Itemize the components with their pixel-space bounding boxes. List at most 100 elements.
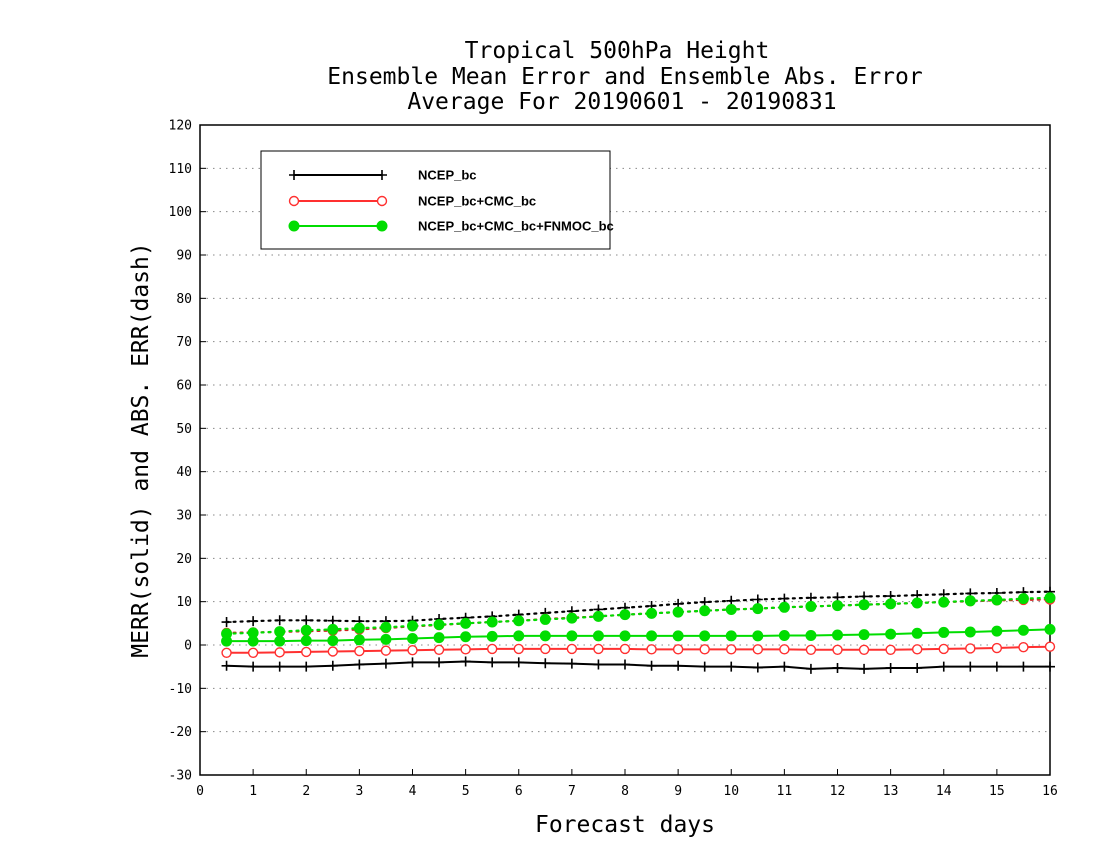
abs-err-point xyxy=(858,599,870,611)
merr-point xyxy=(805,663,816,674)
merr-point xyxy=(726,644,737,655)
merr-point xyxy=(752,662,763,673)
merr-point xyxy=(832,629,843,641)
abs-err-point xyxy=(752,594,763,605)
abs-err-point xyxy=(460,617,472,629)
x-tick-label: 6 xyxy=(515,784,523,799)
merr-point xyxy=(619,630,631,642)
merr-point xyxy=(964,626,976,638)
abs-err-point xyxy=(407,620,418,632)
abs-err-point xyxy=(725,603,737,615)
abs-err-line xyxy=(225,598,1052,634)
merr-point xyxy=(274,635,286,647)
series-lines xyxy=(221,586,1056,674)
y-tick-label: 60 xyxy=(176,379,192,394)
merr-point xyxy=(672,630,684,642)
y-tick-label: 10 xyxy=(176,595,192,610)
merr-point xyxy=(619,643,631,655)
abs-err-point xyxy=(592,610,604,622)
merr-point xyxy=(726,661,737,672)
merr-point xyxy=(566,630,578,642)
merr-point xyxy=(274,647,285,658)
y-tick-label: 110 xyxy=(169,162,192,177)
x-tick-label: 5 xyxy=(462,784,470,799)
merr-point xyxy=(885,628,897,640)
y-tick-label: 30 xyxy=(176,509,192,524)
merr-point xyxy=(380,658,391,669)
abs-err-point xyxy=(885,598,897,610)
merr-point xyxy=(832,662,843,673)
merr-point xyxy=(407,633,418,644)
abs-err-point xyxy=(486,616,498,628)
merr-point xyxy=(779,661,790,672)
merr-point xyxy=(965,643,976,654)
x-tick-label: 13 xyxy=(883,784,899,799)
x-tick-label: 9 xyxy=(674,784,682,799)
merr-point xyxy=(486,630,498,642)
merr-point xyxy=(513,630,525,642)
merr-point xyxy=(699,630,711,642)
merr-point xyxy=(540,643,551,655)
merr-point xyxy=(327,635,339,647)
merr-point xyxy=(991,625,1003,637)
merr-point xyxy=(1018,641,1029,653)
abs-err-point xyxy=(938,596,950,608)
abs-err-point xyxy=(991,594,1003,606)
merr-point xyxy=(274,661,285,672)
merr-point xyxy=(327,646,339,657)
merr-point xyxy=(1018,661,1029,672)
merr-point xyxy=(354,645,365,657)
merr-point xyxy=(779,644,790,655)
merr-point xyxy=(327,660,338,671)
abs-err-point xyxy=(248,616,259,627)
title-line-1: Tropical 500hPa Height xyxy=(465,38,770,64)
y-tick-label: 70 xyxy=(176,335,192,350)
merr-point xyxy=(592,630,604,642)
x-tick-label: 15 xyxy=(989,784,1005,799)
abs-err-point xyxy=(539,613,551,625)
merr-point xyxy=(247,635,259,647)
merr-point xyxy=(380,633,392,645)
merr-point xyxy=(699,644,710,655)
x-tick-label: 2 xyxy=(302,784,310,799)
y-tick-label: 100 xyxy=(169,205,192,220)
y-tick-label: 20 xyxy=(176,552,192,567)
merr-point xyxy=(433,644,445,655)
merr-point xyxy=(991,661,1002,672)
y-tick-label: -10 xyxy=(169,682,192,697)
abs-err-point xyxy=(646,607,658,619)
x-tick-label: 0 xyxy=(196,784,204,799)
merr-point xyxy=(673,660,684,671)
abs-err-line xyxy=(225,590,1052,624)
series-2 xyxy=(221,592,1056,647)
merr-point xyxy=(460,656,471,667)
y-tick-label: 50 xyxy=(176,422,192,437)
merr-point xyxy=(353,634,365,646)
merr-point xyxy=(301,646,312,658)
y-tick-label: 40 xyxy=(176,465,192,480)
x-tick-label: 4 xyxy=(409,784,417,799)
legend-marker xyxy=(377,170,387,180)
merr-point xyxy=(513,657,524,668)
merr-point xyxy=(380,645,392,656)
merr-point xyxy=(460,644,471,655)
merr-point xyxy=(434,657,445,668)
abs-err-point xyxy=(805,600,817,612)
abs-err-point xyxy=(274,615,285,626)
merr-point xyxy=(407,645,418,656)
merr-point xyxy=(221,647,232,658)
legend-entry: NCEP_bc xyxy=(289,168,477,183)
merr-line xyxy=(226,660,1050,670)
merr-point xyxy=(460,631,472,643)
merr-point xyxy=(832,644,843,655)
title-line-2: Ensemble Mean Error and Ensemble Abs. Er… xyxy=(327,64,922,90)
merr-point xyxy=(433,632,445,644)
merr-point xyxy=(805,644,817,655)
merr-point xyxy=(539,630,551,642)
merr-point xyxy=(1045,661,1055,672)
x-tick-label: 11 xyxy=(777,784,793,799)
merr-point xyxy=(885,644,896,655)
x-axis: 0 1 2 3 4 5 6 7 8 9 10 11 12 13 14 15 16 xyxy=(196,769,1058,799)
legend-marker xyxy=(288,195,300,207)
